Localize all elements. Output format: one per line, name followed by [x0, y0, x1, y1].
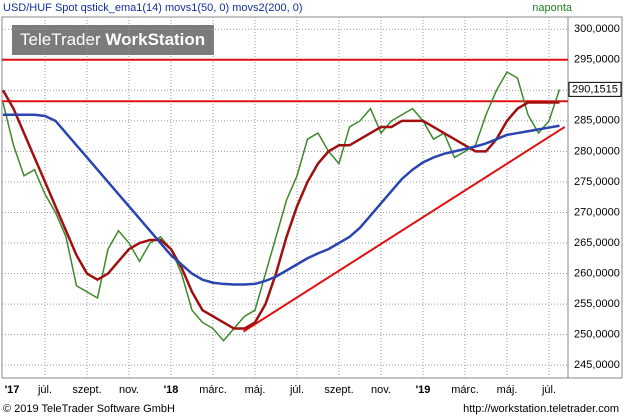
logo-product: WorkStation: [105, 30, 205, 49]
x-tick-label: nov.: [119, 384, 139, 396]
x-tick-label: máj.: [245, 384, 266, 396]
y-tick-label: 295,0000: [574, 54, 620, 66]
period: naponta: [532, 2, 573, 14]
y-tick-label: 255,0000: [574, 298, 620, 310]
series-line: [1, 89, 560, 330]
chart-title: USD/HUF Spot qstick_ema1(14) movs1(50, 0…: [3, 2, 303, 14]
x-tick-label: szept.: [324, 384, 353, 396]
y-tick-label: 260,0000: [574, 267, 620, 279]
x-tick-label: '19: [416, 384, 431, 396]
x-tick-label: júl.: [541, 384, 556, 396]
y-tick-label: 265,0000: [574, 237, 620, 249]
x-tick-label: '18: [164, 384, 179, 396]
trendline: [242, 126, 566, 333]
y-tick-label: 270,0000: [574, 206, 620, 218]
x-tick-label: márc.: [451, 384, 479, 396]
x-tick-label: márc.: [199, 384, 227, 396]
last-price-label: 290,1515: [572, 83, 618, 95]
x-tick-label: szept.: [72, 384, 101, 396]
y-tick-label: 280,0000: [574, 145, 620, 157]
axis-frame: [567, 16, 623, 379]
series-line: [3, 113, 560, 286]
x-tick-label: '17: [5, 384, 20, 396]
series-line: [2, 70, 561, 342]
y-tick-label: 250,0000: [574, 329, 620, 341]
y-tick-label: 285,0000: [574, 115, 620, 127]
plot-frame: [1, 16, 569, 379]
logo: TeleTrader WorkStation: [20, 30, 205, 49]
y-tick-label: 245,0000: [574, 359, 620, 371]
x-tick-label: júl.: [37, 384, 52, 396]
last-price-box: [568, 81, 622, 97]
logo-box: [12, 25, 214, 55]
x-tick-label: júl.: [289, 384, 304, 396]
y-tick-label: 300,0000: [574, 23, 620, 35]
x-tick-label: nov.: [371, 384, 391, 396]
x-tick-label: máj.: [497, 384, 518, 396]
y-tick-label: 275,0000: [574, 176, 620, 188]
footer-left: © 2019 TeleTrader Software GmbH: [3, 403, 175, 415]
logo-brand: TeleTrader: [20, 30, 101, 49]
footer-right: http://workstation.teletrader.com: [463, 403, 619, 415]
